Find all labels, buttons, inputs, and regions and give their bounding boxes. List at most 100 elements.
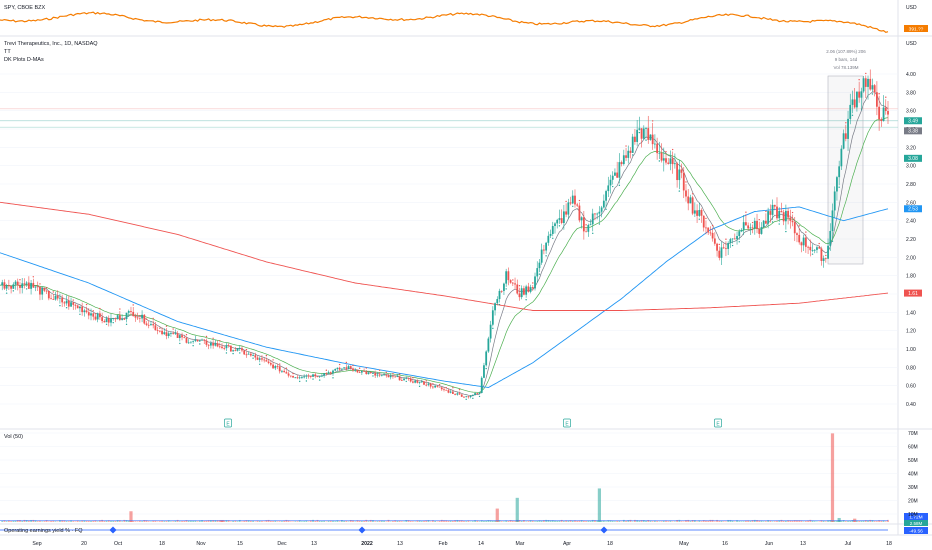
volume-bar-53 — [116, 520, 119, 522]
price-tick-17: 0.60 — [906, 384, 916, 390]
candle-dot-114 — [252, 357, 254, 359]
candle-body-202 — [447, 390, 450, 393]
candle-body-200 — [443, 389, 445, 391]
volume-bar-321 — [711, 519, 714, 522]
volume-bar-196 — [434, 520, 437, 522]
volume-bar-32 — [70, 520, 72, 522]
volume-bar-218 — [483, 520, 485, 522]
candle-body-121 — [267, 361, 270, 364]
volume-bar-176 — [389, 521, 392, 522]
volume-bar-34 — [74, 521, 77, 522]
volume-bar-1 — [1, 520, 4, 522]
volume-bar-306 — [678, 519, 681, 522]
volume-bar-124 — [274, 520, 277, 522]
price-badge-2: 3.08 — [908, 156, 918, 162]
candle-body-78 — [172, 333, 175, 335]
volume-bar-188 — [416, 520, 419, 522]
candle-body-101 — [223, 347, 226, 349]
volume-bar-288 — [638, 520, 641, 522]
candle-body-48 — [105, 318, 108, 323]
candle-dot-396 — [878, 93, 880, 95]
candle-body-80 — [176, 333, 179, 339]
candle-dot-117 — [259, 363, 261, 365]
volume-bar-131 — [289, 521, 292, 522]
volume-bar-242 — [536, 520, 539, 522]
volume-spike-7 — [853, 518, 857, 522]
main-title: Trevi Therapeutics, Inc., 1D, NASDAQ — [4, 41, 98, 47]
candle-body-33 — [72, 302, 75, 305]
volume-bar-46 — [101, 519, 104, 522]
volume-bar-6 — [12, 520, 15, 522]
volume-bar-134 — [296, 521, 299, 522]
volume-bar-326 — [722, 521, 725, 522]
candle-body-340 — [753, 220, 756, 229]
earnings-marker-3-bg — [714, 418, 722, 428]
candle-body-228 — [505, 271, 508, 284]
volume-bar-202 — [447, 520, 450, 522]
candle-dot-249 — [552, 237, 554, 240]
candle-body-1 — [1, 282, 4, 286]
volume-bar-349 — [773, 521, 776, 522]
volume-bar-275 — [609, 520, 612, 522]
candle-dot-231 — [512, 279, 514, 281]
volume-bar-308 — [682, 521, 685, 522]
volume-bar-180 — [398, 520, 401, 522]
candle-body-161 — [356, 369, 359, 373]
volume-bar-107 — [236, 521, 239, 522]
candle-dot-252 — [558, 225, 561, 227]
candle-body-47 — [103, 321, 106, 323]
candle-body-256 — [567, 202, 570, 215]
volume-bar-147 — [325, 521, 328, 522]
volume-bar-67 — [147, 521, 150, 522]
volume-bar-400 — [887, 519, 889, 522]
candle-body-120 — [265, 360, 268, 362]
volume-bar-285 — [631, 521, 634, 522]
volume-bar-49 — [107, 520, 110, 522]
candle-body-34 — [74, 304, 77, 306]
candle-body-53 — [116, 315, 119, 320]
volume-bar-187 — [414, 521, 417, 522]
candle-body-68 — [150, 324, 152, 325]
candle-dot-246 — [545, 255, 547, 257]
volume-bar-41 — [90, 520, 92, 522]
volume-bar-330 — [731, 520, 734, 522]
volume-bar-122 — [269, 520, 272, 522]
price-tick-10: 2.00 — [906, 255, 916, 261]
candle-body-151 — [334, 368, 337, 371]
volume-bar-206 — [456, 519, 459, 522]
candle-body-73 — [161, 330, 163, 335]
volume-bar-331 — [733, 521, 736, 522]
volume-bar-389 — [862, 520, 865, 522]
candle-body-124 — [274, 366, 277, 369]
candle-body-290 — [642, 128, 645, 139]
vol-tick-4: 30M — [908, 485, 918, 491]
candle-body-167 — [369, 372, 372, 374]
candle-body-342 — [758, 229, 761, 234]
volume-bar-366 — [811, 520, 814, 522]
candle-body-114 — [252, 355, 254, 357]
volume-bar-312 — [691, 520, 694, 522]
volume-bar-162 — [358, 520, 361, 522]
volume-bar-250 — [554, 520, 556, 522]
volume-bar-58 — [127, 520, 130, 522]
volume-badge-2: 2.58M — [910, 521, 923, 526]
candle-body-132 — [292, 375, 294, 378]
candle-dot-60 — [132, 304, 134, 306]
volume-bar-278 — [616, 520, 619, 522]
volume-bar-13 — [27, 520, 30, 522]
volume-bar-85 — [187, 520, 190, 522]
candle-body-160 — [354, 369, 357, 371]
volume-bar-207 — [458, 520, 461, 522]
candle-body-159 — [352, 368, 354, 371]
candle-body-296 — [656, 143, 659, 154]
candle-body-344 — [762, 220, 765, 228]
volume-bar-370 — [820, 520, 823, 522]
volume-bar-31 — [67, 521, 70, 522]
volume-bar-77 — [170, 521, 172, 522]
candle-body-301 — [667, 162, 670, 164]
candle-body-112 — [247, 353, 250, 355]
candle-body-26 — [56, 295, 59, 299]
volume-bar-309 — [685, 520, 687, 522]
volume-bar-317 — [702, 520, 705, 522]
candle-body-91 — [201, 339, 203, 341]
